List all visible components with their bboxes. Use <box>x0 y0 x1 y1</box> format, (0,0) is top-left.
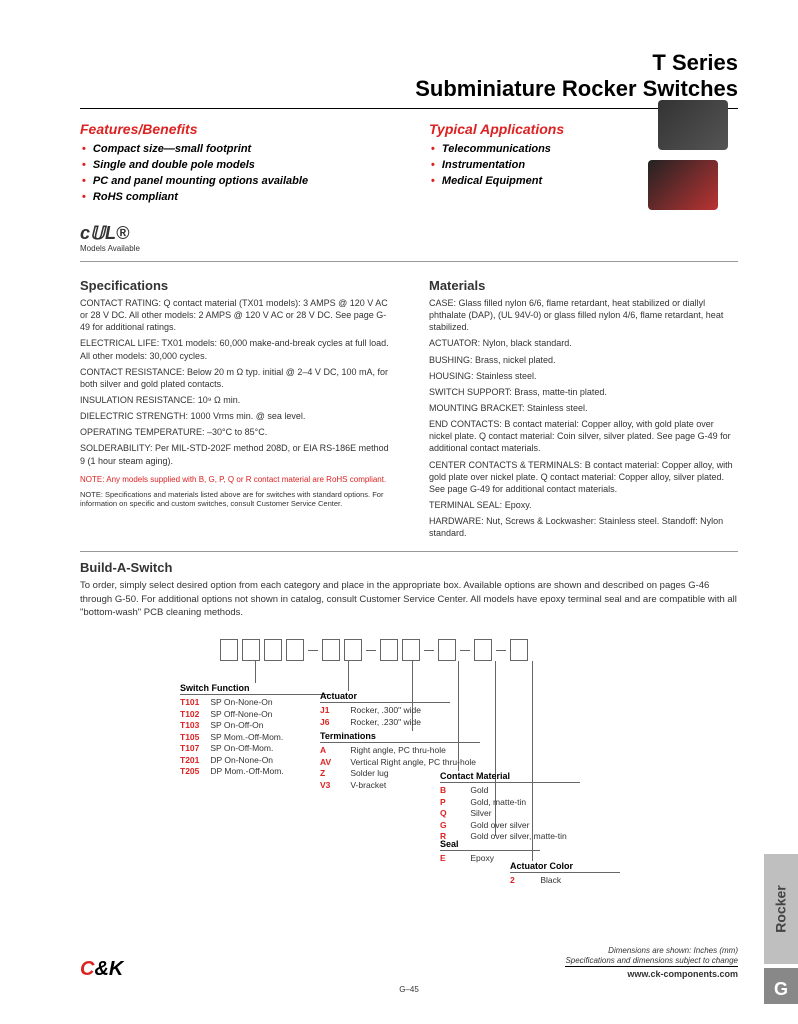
features-list: Compact size—small footprint Single and … <box>80 143 389 203</box>
group-title: Switch Function <box>180 683 330 695</box>
title-line2: Subminiature Rocker Switches <box>80 76 738 102</box>
dim-note: Dimensions are shown: Inches (mm) <box>565 946 738 956</box>
spec-item: TERMINAL SEAL: Epoxy. <box>429 499 738 511</box>
option-item: AV Vertical Right angle, PC thru-hole <box>320 757 480 768</box>
specs-col: Specifications CONTACT RATING: Q contact… <box>80 270 389 543</box>
switch-function-group: Switch Function T101 SP On-None-OnT102 S… <box>180 683 330 777</box>
group-title: Actuator <box>320 691 450 703</box>
spec-item: ACTUATOR: Nylon, black standard. <box>429 337 738 349</box>
spec-item: DIELECTRIC STRENGTH: 1000 Vrms min. @ se… <box>80 410 389 422</box>
materials-col: Materials CASE: Glass filled nylon 6/6, … <box>429 270 738 543</box>
section-letter: G <box>774 979 788 1000</box>
spec-item: SOLDERABILITY: Per MIL-STD-202F method 2… <box>80 442 389 466</box>
datasheet-page: T Series Subminiature Rocker Switches Fe… <box>0 0 798 1024</box>
group-title: Contact Material <box>440 771 580 783</box>
feature-item: RoHS compliant <box>82 191 389 203</box>
group-title: Seal <box>440 839 540 851</box>
side-tab-label: Rocker <box>773 885 789 932</box>
option-item: P Gold, matte-tin <box>440 797 580 808</box>
divider <box>80 261 738 262</box>
option-item: J1 Rocker, .300" wide <box>320 705 450 716</box>
specs-list: CONTACT RATING: Q contact material (TX01… <box>80 297 389 467</box>
actuator-color-group: Actuator Color 2 Black <box>510 861 620 886</box>
specs-materials-row: Specifications CONTACT RATING: Q contact… <box>80 270 738 543</box>
specs-header: Specifications <box>80 278 389 293</box>
option-item: T103 SP On-Off-On <box>180 720 330 731</box>
actuator-group: Actuator J1 Rocker, .300" wideJ6 Rocker,… <box>320 691 450 728</box>
spec-item: SWITCH SUPPORT: Brass, matte-tin plated. <box>429 386 738 398</box>
option-item: T105 SP Mom.-Off-Mom. <box>180 732 330 743</box>
features-header: Features/Benefits <box>80 121 389 137</box>
option-item: G Gold over silver <box>440 820 580 831</box>
feature-item: PC and panel mounting options available <box>82 175 389 187</box>
spec-item: MOUNTING BRACKET: Stainless steel. <box>429 402 738 414</box>
features-col: Features/Benefits Compact size—small foo… <box>80 121 389 253</box>
option-item: B Gold <box>440 785 580 796</box>
spec-item: HOUSING: Stainless steel. <box>429 370 738 382</box>
side-tab-rocker: Rocker <box>764 854 798 964</box>
feature-item: Compact size—small footprint <box>82 143 389 155</box>
title-block: T Series Subminiature Rocker Switches <box>80 50 738 102</box>
spec-item: HARDWARE: Nut, Screws & Lockwasher: Stai… <box>429 515 738 539</box>
ul-logo: c𝕌L® Models Available <box>80 223 389 253</box>
build-a-switch-diagram: Switch Function T101 SP On-None-OnT102 S… <box>80 629 738 889</box>
spec-item: CONTACT RATING: Q contact material (TX01… <box>80 297 389 333</box>
spec-item: END CONTACTS: B contact material: Copper… <box>429 418 738 454</box>
option-item: T102 SP Off-None-On <box>180 709 330 720</box>
note-small: NOTE: Specifications and materials liste… <box>80 490 389 510</box>
group-title: Actuator Color <box>510 861 620 873</box>
option-item: 2 Black <box>510 875 620 886</box>
contact-material-group: Contact Material B GoldP Gold, matte-tin… <box>440 771 580 842</box>
materials-list: CASE: Glass filled nylon 6/6, flame reta… <box>429 297 738 539</box>
footer-url: www.ck-components.com <box>565 969 738 981</box>
part-number-boxes <box>220 639 528 661</box>
option-item: T107 SP On-Off-Mom. <box>180 743 330 754</box>
side-tab-section: G <box>764 968 798 1004</box>
feature-item: Single and double pole models <box>82 159 389 171</box>
build-text: To order, simply select desired option f… <box>80 579 738 619</box>
change-note: Specifications and dimensions subject to… <box>565 956 738 966</box>
option-item: A Right angle, PC thru-hole <box>320 745 480 756</box>
spec-item: INSULATION RESISTANCE: 10⁹ Ω min. <box>80 394 389 406</box>
option-item: Q Silver <box>440 808 580 819</box>
spec-item: OPERATING TEMPERATURE: –30°C to 85°C. <box>80 426 389 438</box>
option-item: J6 Rocker, .230" wide <box>320 717 450 728</box>
ck-logo: C&K <box>80 958 123 981</box>
spec-item: CENTER CONTACTS & TERMINALS: B contact m… <box>429 459 738 495</box>
footer: C&K Dimensions are shown: Inches (mm) Sp… <box>80 946 738 994</box>
option-item: T205 DP Mom.-Off-Mom. <box>180 766 330 777</box>
build-header: Build-A-Switch <box>80 560 738 575</box>
option-item: T201 DP On-None-On <box>180 755 330 766</box>
divider <box>80 551 738 552</box>
spec-item: BUSHING: Brass, nickel plated. <box>429 354 738 366</box>
spec-item: CASE: Glass filled nylon 6/6, flame reta… <box>429 297 738 333</box>
note-red: NOTE: Any models supplied with B, G, P, … <box>80 475 389 484</box>
spec-item: ELECTRICAL LIFE: TX01 models: 60,000 mak… <box>80 337 389 361</box>
spec-item: CONTACT RESISTANCE: Below 20 m Ω typ. in… <box>80 366 389 390</box>
footer-notes: Dimensions are shown: Inches (mm) Specif… <box>565 946 738 981</box>
title-line1: T Series <box>80 50 738 76</box>
option-item: T101 SP On-None-On <box>180 697 330 708</box>
materials-header: Materials <box>429 278 738 293</box>
ul-note: Models Available <box>80 244 140 253</box>
page-number: G–45 <box>80 985 738 994</box>
group-title: Terminations <box>320 731 480 743</box>
product-image-area <box>618 100 728 220</box>
